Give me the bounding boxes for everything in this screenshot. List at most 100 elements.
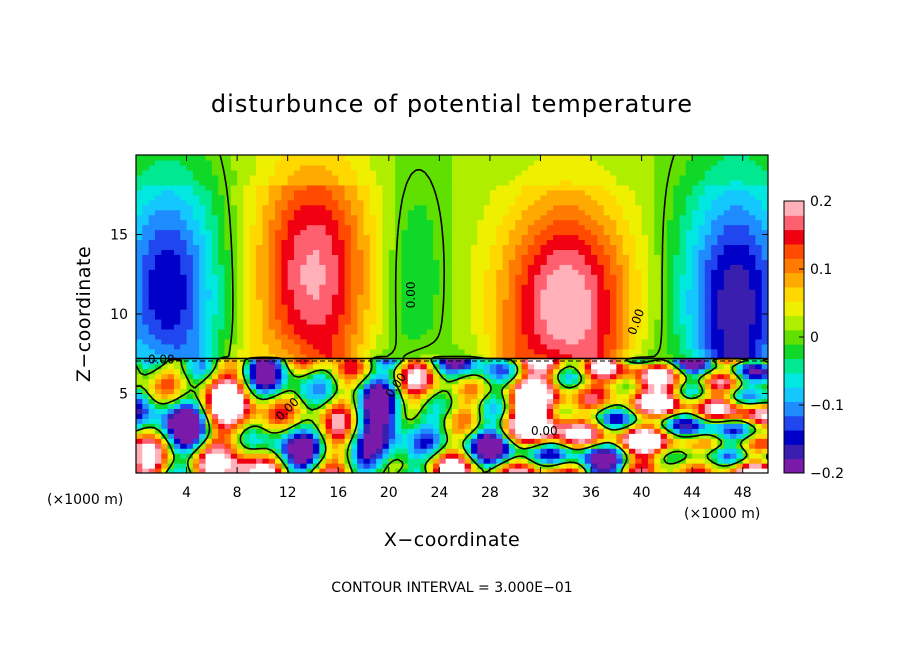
heatmap-cell bbox=[736, 299, 744, 305]
heatmap-cell bbox=[534, 408, 542, 414]
heatmap-cell bbox=[692, 388, 700, 395]
heatmap-cell bbox=[534, 388, 542, 395]
heatmap-cell bbox=[262, 348, 270, 355]
heatmap-cell bbox=[363, 279, 371, 285]
heatmap-cell bbox=[287, 264, 295, 270]
heatmap-cell bbox=[452, 363, 459, 370]
heatmap-cell bbox=[426, 338, 434, 345]
heatmap-cell bbox=[521, 353, 529, 360]
heatmap-cell bbox=[452, 348, 459, 355]
heatmap-cell bbox=[622, 343, 630, 350]
heatmap-cell bbox=[527, 408, 535, 414]
heatmap-cell bbox=[275, 428, 282, 434]
heatmap-cell bbox=[755, 279, 763, 285]
heatmap-cell bbox=[483, 224, 491, 231]
heatmap-cell bbox=[173, 373, 181, 380]
heatmap-cell bbox=[376, 239, 384, 246]
heatmap-cell bbox=[704, 408, 712, 414]
heatmap-cell bbox=[420, 338, 428, 345]
heatmap-cell bbox=[717, 304, 725, 310]
heatmap-cell bbox=[414, 413, 421, 419]
heatmap-cell bbox=[483, 299, 491, 305]
heatmap-cell bbox=[445, 234, 453, 241]
heatmap-cell bbox=[199, 328, 207, 335]
heatmap-cell bbox=[306, 323, 314, 330]
heatmap-cell bbox=[420, 393, 428, 400]
heatmap-cell bbox=[154, 333, 162, 340]
heatmap-cell bbox=[262, 284, 270, 290]
heatmap-cell bbox=[256, 458, 263, 464]
heatmap-cell bbox=[237, 299, 245, 305]
heatmap-cell bbox=[483, 388, 491, 395]
heatmap-cell bbox=[312, 254, 320, 260]
heatmap-cell bbox=[755, 418, 763, 424]
heatmap-cell bbox=[420, 383, 428, 390]
heatmap-cell bbox=[357, 363, 365, 370]
heatmap-cell bbox=[281, 234, 289, 241]
heatmap-cell bbox=[426, 299, 434, 305]
heatmap-cell bbox=[534, 363, 542, 370]
heatmap-cell bbox=[540, 343, 548, 350]
heatmap-cell bbox=[540, 458, 548, 464]
heatmap-cell bbox=[344, 433, 352, 439]
heatmap-cell bbox=[287, 408, 295, 414]
heatmap-cell bbox=[281, 294, 289, 300]
heatmap-cell bbox=[142, 348, 150, 355]
heatmap-cell bbox=[281, 343, 289, 350]
heatmap-cell bbox=[148, 299, 156, 305]
heatmap-cell bbox=[300, 413, 308, 419]
heatmap-cell bbox=[591, 304, 598, 310]
heatmap-cell bbox=[167, 269, 175, 275]
heatmap-cell bbox=[610, 408, 617, 414]
heatmap-cell bbox=[723, 443, 731, 449]
heatmap-cell bbox=[211, 348, 219, 355]
heatmap-cell bbox=[287, 249, 295, 255]
heatmap-cell bbox=[395, 453, 403, 459]
heatmap-cell bbox=[736, 343, 744, 350]
heatmap-cell bbox=[534, 343, 542, 350]
heatmap-cell bbox=[256, 343, 263, 350]
heatmap-cell bbox=[205, 378, 213, 385]
heatmap-cell bbox=[692, 458, 700, 464]
heatmap-cell bbox=[698, 269, 706, 275]
heatmap-cell bbox=[142, 448, 150, 454]
heatmap-cell bbox=[205, 254, 213, 260]
heatmap-cell bbox=[685, 398, 693, 405]
heatmap-cell bbox=[287, 234, 295, 241]
heatmap-cell bbox=[489, 254, 497, 260]
heatmap-cell bbox=[641, 249, 649, 255]
heatmap-cell bbox=[452, 398, 459, 405]
heatmap-cell bbox=[515, 239, 523, 246]
heatmap-cell bbox=[287, 393, 295, 400]
heatmap-cell bbox=[445, 309, 453, 315]
heatmap-cell bbox=[502, 328, 510, 335]
heatmap-cell bbox=[717, 259, 725, 265]
heatmap-cell bbox=[616, 259, 624, 265]
heatmap-cell bbox=[230, 269, 238, 275]
heatmap-cell bbox=[527, 433, 535, 439]
heatmap-cell bbox=[199, 463, 207, 469]
heatmap-cell bbox=[294, 328, 301, 335]
heatmap-cell bbox=[268, 289, 276, 295]
heatmap-cell bbox=[616, 383, 624, 390]
heatmap-cell bbox=[306, 259, 314, 265]
heatmap-cell bbox=[635, 323, 643, 330]
heatmap-cell bbox=[622, 259, 630, 265]
heatmap-cell bbox=[199, 294, 207, 300]
heatmap-cell bbox=[673, 264, 681, 270]
heatmap-cell bbox=[350, 249, 358, 255]
heatmap-cell bbox=[401, 229, 409, 236]
heatmap-cell bbox=[749, 448, 756, 454]
heatmap-cell bbox=[458, 428, 466, 434]
heatmap-cell bbox=[256, 353, 263, 360]
heatmap-cell bbox=[628, 408, 636, 414]
heatmap-cell bbox=[414, 314, 421, 320]
heatmap-cell bbox=[489, 348, 497, 355]
heatmap-cell bbox=[167, 418, 175, 424]
heatmap-cell bbox=[142, 304, 150, 310]
heatmap-cell bbox=[717, 408, 725, 414]
heatmap-cell bbox=[319, 458, 327, 464]
heatmap-cell bbox=[357, 254, 365, 260]
heatmap-cell bbox=[527, 448, 535, 454]
heatmap-cell bbox=[591, 468, 598, 473]
